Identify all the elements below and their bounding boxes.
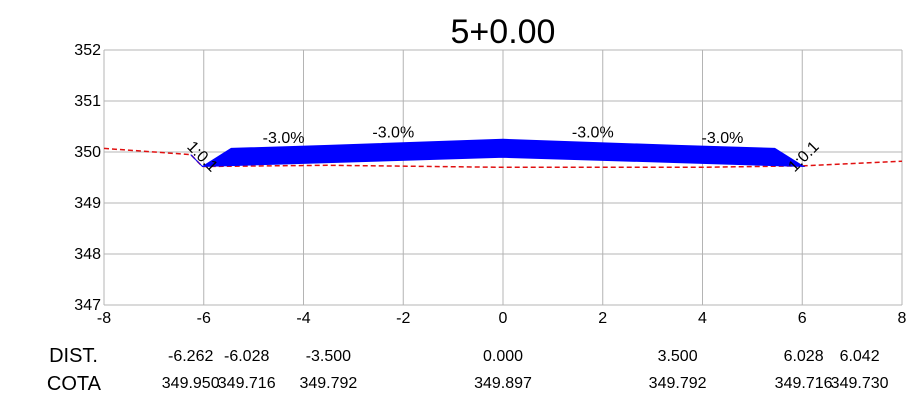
y-tick-label: 349 (74, 195, 101, 212)
cota-value: 349.716 (775, 375, 833, 392)
dist-value: 3.500 (658, 348, 698, 365)
y-tick-label: 350 (74, 144, 101, 161)
x-tick-label: 2 (598, 310, 607, 327)
dist-row-label: DIST. (49, 345, 98, 367)
dist-value: 6.042 (840, 348, 880, 365)
dist-value: 6.028 (784, 348, 824, 365)
dist-value: -6.262 (168, 348, 213, 365)
cota-value: 349.792 (299, 375, 357, 392)
cross-slope-label: -3.0% (572, 125, 614, 142)
station-table: DIST. COTA -6.262 349.950-6.028 349.716 -3.… (47, 345, 889, 395)
y-axis-ticks: 352 351 350 349 348 347 (74, 42, 101, 314)
x-tick-label: -4 (296, 310, 310, 327)
cota-value: 349.950 (162, 375, 220, 392)
grid-lines (103, 49, 903, 306)
x-tick-label: -8 (97, 310, 111, 327)
cross-slope-label: -3.0% (372, 125, 414, 142)
side-slope-label: 1:0.1 (785, 138, 822, 175)
x-tick-label: 4 (698, 310, 707, 327)
x-tick-label: 8 (898, 310, 906, 327)
pavement-body (190, 138, 806, 168)
cota-value: 349.792 (649, 375, 707, 392)
cota-value: 349.730 (831, 375, 889, 392)
cota-value: 349.716 (218, 375, 276, 392)
y-tick-label: 348 (74, 246, 101, 263)
dist-value: -3.500 (306, 348, 351, 365)
x-tick-label: 6 (798, 310, 807, 327)
x-tick-label: 0 (499, 310, 508, 327)
cota-row-label: COTA (47, 373, 102, 395)
dist-value: -6.028 (224, 348, 269, 365)
x-tick-label: -6 (197, 310, 211, 327)
x-axis-ticks: -8 -6 -4 -2 0 2 4 6 8 (97, 310, 906, 327)
cross-slope-label: -3.0% (263, 130, 305, 147)
cota-value: 349.897 (474, 375, 532, 392)
side-slope-label: 1:0.1 (183, 138, 220, 175)
cross-slope-label: -3.0% (702, 130, 744, 147)
dist-value: 0.000 (483, 348, 523, 365)
y-tick-label: 351 (74, 93, 101, 110)
x-tick-label: -2 (396, 310, 410, 327)
section-title: 5+0.00 (451, 13, 556, 51)
y-tick-label: 352 (74, 42, 101, 59)
y-tick-label: 347 (74, 297, 101, 314)
pavement-section (190, 138, 806, 168)
